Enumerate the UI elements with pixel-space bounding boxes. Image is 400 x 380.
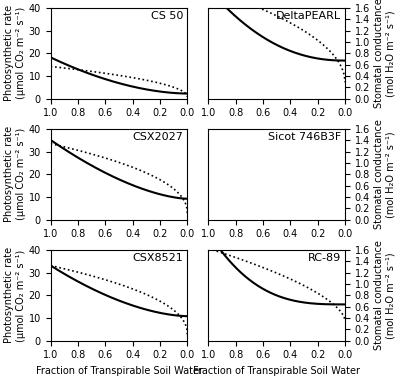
- Text: DeltaPEARL: DeltaPEARL: [276, 11, 341, 21]
- Y-axis label: Photosynthetic rate
(μmol CO₂ m⁻² s⁻¹): Photosynthetic rate (μmol CO₂ m⁻² s⁻¹): [4, 126, 26, 222]
- Text: CS 50: CS 50: [151, 11, 183, 21]
- X-axis label: Fraction of Transpirable Soil Water: Fraction of Transpirable Soil Water: [193, 366, 360, 376]
- Text: CSX2027: CSX2027: [132, 132, 183, 142]
- Text: CSX8521: CSX8521: [132, 253, 183, 263]
- Y-axis label: Photosynthetic rate
(μmol CO₂ m⁻² s⁻¹): Photosynthetic rate (μmol CO₂ m⁻² s⁻¹): [4, 247, 26, 344]
- Text: Sicot 746B3F: Sicot 746B3F: [268, 132, 341, 142]
- Y-axis label: Stomatal conductance
(mol H₂O m⁻² s⁻¹): Stomatal conductance (mol H₂O m⁻² s⁻¹): [374, 0, 396, 108]
- Y-axis label: Stomatal conductance
(mol H₂O m⁻² s⁻¹): Stomatal conductance (mol H₂O m⁻² s⁻¹): [374, 119, 396, 229]
- Y-axis label: Photosynthetic rate
(μmol CO₂ m⁻² s⁻¹): Photosynthetic rate (μmol CO₂ m⁻² s⁻¹): [4, 5, 26, 101]
- Y-axis label: Stomatal conductance
(mol H₂O m⁻² s⁻¹): Stomatal conductance (mol H₂O m⁻² s⁻¹): [374, 241, 396, 350]
- Text: RC-89: RC-89: [308, 253, 341, 263]
- X-axis label: Fraction of Transpirable Soil Water: Fraction of Transpirable Soil Water: [36, 366, 202, 376]
